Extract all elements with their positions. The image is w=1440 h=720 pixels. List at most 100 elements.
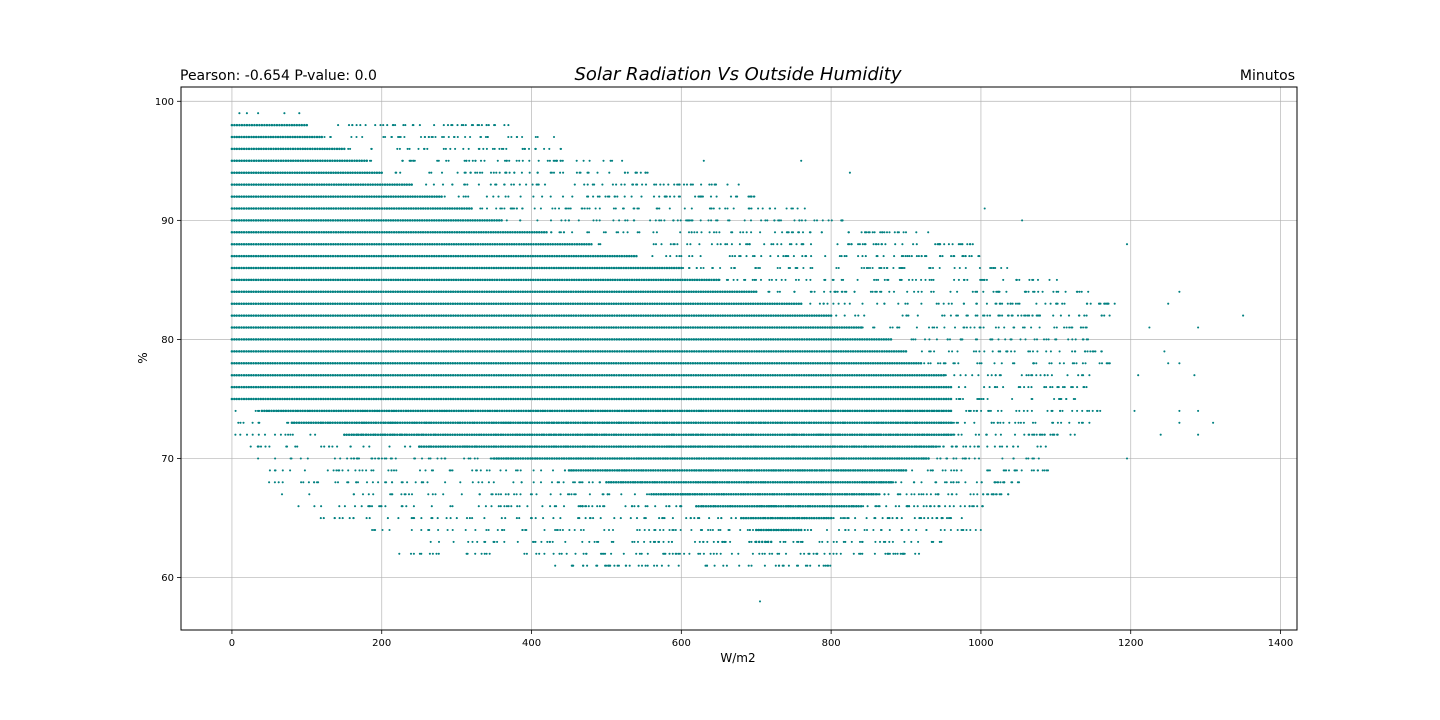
data-point xyxy=(752,373,755,377)
data-point xyxy=(440,314,443,317)
data-point xyxy=(548,278,552,282)
data-point xyxy=(259,195,263,198)
data-point xyxy=(584,314,587,317)
data-point xyxy=(313,147,317,151)
data-point xyxy=(461,290,465,294)
data-point xyxy=(242,338,246,341)
data-point xyxy=(730,231,733,234)
data-point xyxy=(248,123,251,127)
data-point xyxy=(555,290,558,294)
data-point xyxy=(1001,314,1004,317)
data-point xyxy=(685,385,688,389)
data-point xyxy=(680,290,683,294)
data-point xyxy=(957,278,960,281)
data-point xyxy=(480,266,484,270)
data-point xyxy=(399,219,402,222)
data-point xyxy=(264,159,268,163)
data-point xyxy=(651,373,654,377)
data-point xyxy=(630,195,633,198)
data-point xyxy=(600,362,603,365)
data-point xyxy=(322,290,325,294)
data-point xyxy=(529,242,533,246)
data-point xyxy=(374,183,377,186)
data-point xyxy=(475,326,479,329)
data-point xyxy=(235,219,238,222)
data-point xyxy=(314,326,318,329)
data-point xyxy=(387,219,390,222)
data-point xyxy=(740,338,744,341)
data-point xyxy=(710,326,714,329)
data-point xyxy=(646,373,650,377)
data-point xyxy=(672,266,676,270)
data-point xyxy=(423,314,426,317)
data-point xyxy=(590,362,594,365)
data-point xyxy=(300,350,303,353)
data-point xyxy=(949,290,952,293)
data-point xyxy=(835,266,838,270)
data-point xyxy=(348,278,352,282)
data-point xyxy=(1012,326,1015,329)
data-point xyxy=(286,219,289,222)
data-point xyxy=(608,195,611,198)
data-point xyxy=(673,183,676,186)
data-point xyxy=(718,362,721,365)
data-point xyxy=(417,362,421,365)
data-point xyxy=(320,231,323,234)
data-point xyxy=(590,326,594,329)
data-point xyxy=(673,195,676,198)
data-point xyxy=(1055,290,1058,293)
data-point xyxy=(718,385,722,389)
data-point xyxy=(459,278,463,282)
data-point xyxy=(460,124,463,127)
data-point xyxy=(526,373,529,377)
data-point xyxy=(493,350,496,353)
data-point xyxy=(449,350,453,353)
data-point xyxy=(250,207,253,210)
data-point xyxy=(279,135,282,139)
data-point xyxy=(254,385,258,389)
data-point xyxy=(242,278,246,282)
data-point xyxy=(734,326,738,329)
data-point xyxy=(410,266,414,270)
data-point xyxy=(317,314,320,317)
data-point xyxy=(401,385,404,389)
data-point xyxy=(1100,362,1104,365)
data-point xyxy=(290,326,294,329)
data-point xyxy=(1071,338,1074,341)
data-point xyxy=(694,373,698,377)
data-point xyxy=(775,362,779,365)
data-point xyxy=(569,207,572,210)
data-point xyxy=(636,183,639,186)
data-point xyxy=(278,278,282,282)
data-point xyxy=(271,373,275,377)
data-point xyxy=(994,374,997,377)
data-point xyxy=(257,338,260,341)
data-point xyxy=(635,278,639,282)
data-point xyxy=(759,338,763,341)
data-point xyxy=(768,207,772,210)
data-point xyxy=(461,362,464,365)
data-point xyxy=(506,231,510,234)
data-point xyxy=(334,195,337,198)
data-point xyxy=(367,302,371,305)
data-point xyxy=(809,231,812,234)
data-point xyxy=(353,314,356,317)
data-point xyxy=(406,314,409,317)
data-point xyxy=(287,159,290,163)
data-point xyxy=(825,314,828,317)
data-point xyxy=(305,302,308,305)
data-point xyxy=(860,231,863,234)
data-point xyxy=(697,314,701,317)
data-point xyxy=(454,385,457,389)
data-point xyxy=(725,278,728,281)
data-point xyxy=(423,278,426,282)
data-point xyxy=(789,350,792,353)
data-point xyxy=(293,314,296,317)
data-point xyxy=(324,373,327,377)
data-point xyxy=(658,326,661,329)
data-point xyxy=(1058,350,1061,353)
data-point xyxy=(456,124,459,127)
data-point xyxy=(886,362,889,365)
data-point xyxy=(576,326,579,329)
data-point xyxy=(332,242,335,246)
